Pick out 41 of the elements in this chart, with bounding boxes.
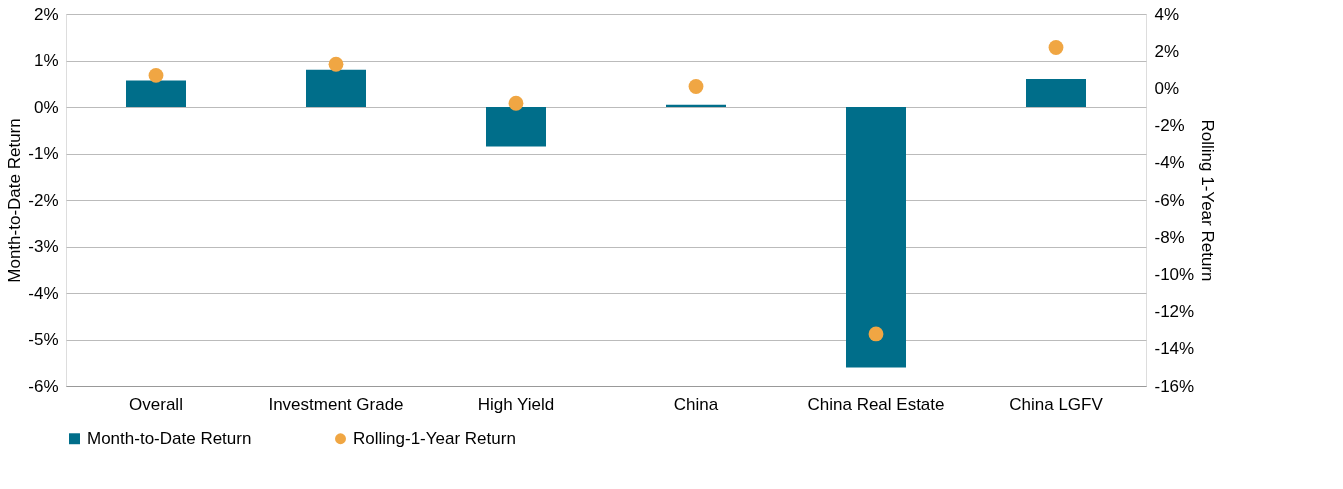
point xyxy=(688,79,704,94)
y-axis-title: Month-to-Date Return xyxy=(5,118,25,283)
y2-tick-label: -6% xyxy=(1154,190,1185,210)
y2-axis-title: Rolling 1-Year Return xyxy=(1198,119,1218,282)
point xyxy=(328,56,344,72)
y-tick-label: -6% xyxy=(28,376,59,396)
bar xyxy=(486,107,546,147)
y-tick-label: 1% xyxy=(33,51,59,70)
x-tick-label: High Yield xyxy=(477,394,555,414)
bar xyxy=(846,107,906,368)
y2-tick-label: -4% xyxy=(1154,153,1185,173)
point xyxy=(868,326,884,342)
x-tick-label: Overall xyxy=(129,394,183,414)
y2-tick-label: -14% xyxy=(1154,339,1195,359)
legend-label: Rolling-1-Year Return xyxy=(353,428,516,448)
legend-label: Month-to-Date Return xyxy=(87,428,252,448)
y2-tick-label: 0% xyxy=(1154,78,1180,98)
bar xyxy=(126,80,186,107)
y2-tick-label: -10% xyxy=(1154,264,1195,284)
bar xyxy=(306,69,366,107)
y2-tick-label: 4% xyxy=(1154,4,1180,24)
y-tick-label: -4% xyxy=(28,283,59,303)
point xyxy=(508,95,524,111)
y2-tick-label: -8% xyxy=(1154,227,1185,247)
y-tick-label: -1% xyxy=(28,144,59,163)
y-tick-label: -5% xyxy=(28,330,59,349)
y-tick-label: 0% xyxy=(33,97,59,117)
x-tick-label: China Real Estate xyxy=(807,394,945,414)
x-tick-label: Investment Grade xyxy=(268,394,404,414)
point xyxy=(148,67,164,83)
y2-tick-label: 2% xyxy=(1154,41,1180,61)
bar xyxy=(1026,79,1086,107)
point xyxy=(1048,40,1064,55)
y2-tick-label: -12% xyxy=(1154,302,1195,322)
y2-tick-label: -16% xyxy=(1154,376,1195,396)
y-tick-label: 2% xyxy=(33,4,59,24)
y-tick-label: -2% xyxy=(28,190,59,210)
x-tick-label: China xyxy=(673,394,719,414)
y-tick-label: -3% xyxy=(28,237,59,256)
y2-tick-label: -2% xyxy=(1154,116,1185,136)
x-tick-label: China LGFV xyxy=(1009,394,1104,414)
